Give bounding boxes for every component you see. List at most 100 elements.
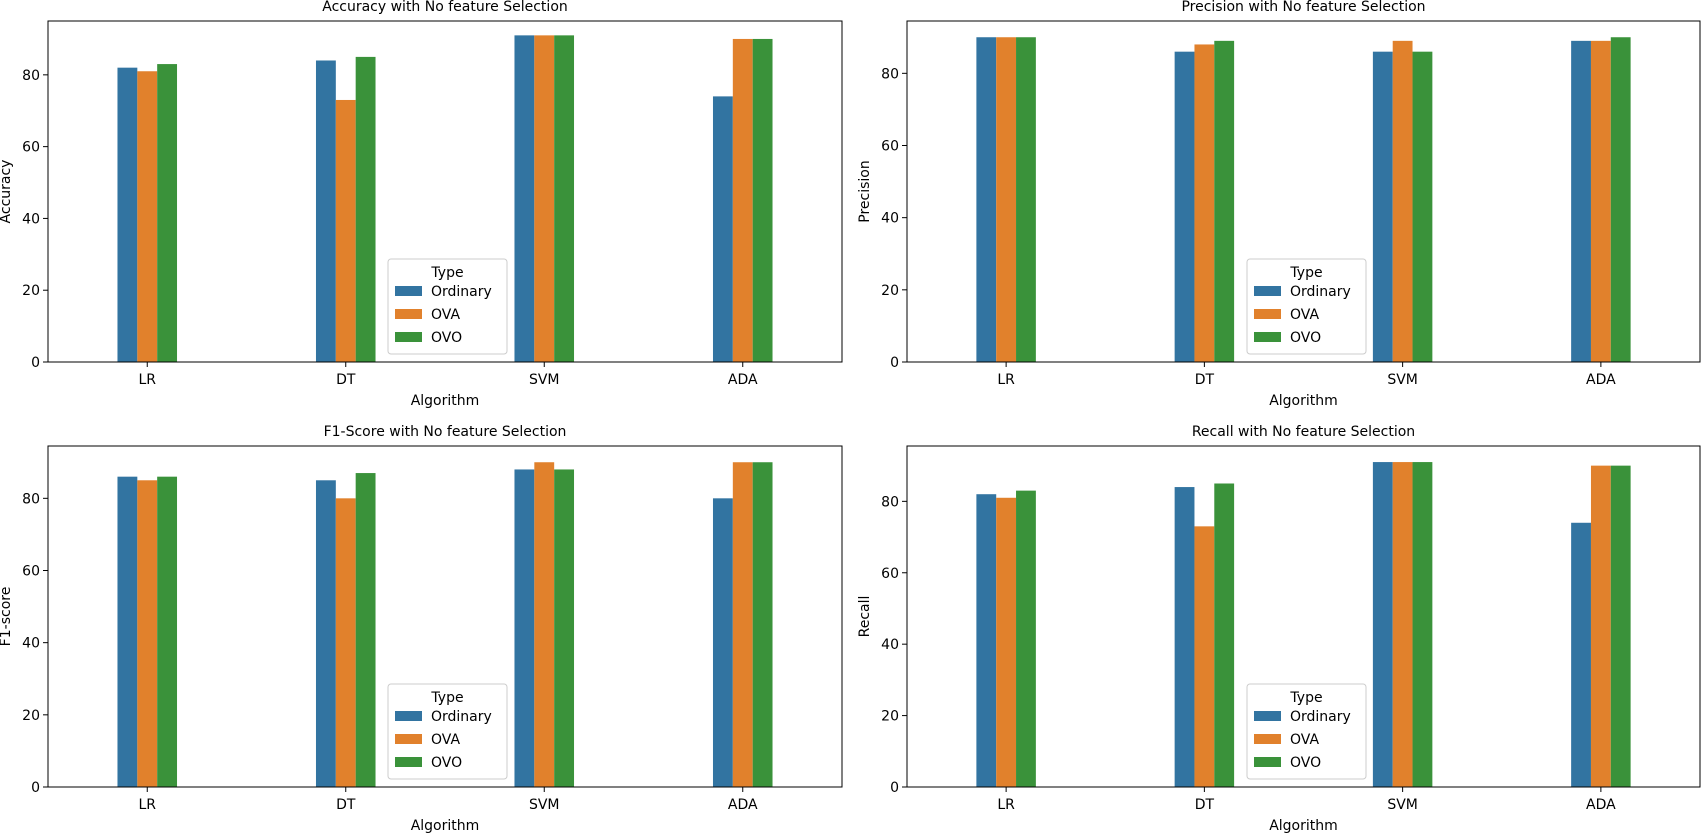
bar [157, 476, 178, 787]
y-tick-label: 60 [881, 566, 899, 582]
legend-swatch [1254, 309, 1281, 319]
bar [976, 37, 997, 362]
plot-frame [906, 445, 1701, 788]
x-tick-label: LR [138, 797, 156, 813]
bar [1392, 462, 1413, 787]
bar [514, 35, 535, 362]
y-tick-label: 20 [881, 709, 899, 725]
bar [1610, 37, 1631, 362]
x-tick-label: ADA [1586, 797, 1616, 813]
y-tick-label: 0 [31, 355, 40, 371]
legend-swatch [1254, 332, 1281, 342]
bar [712, 498, 733, 787]
chart-panel-4: 0 20 40 60 80 LR DT SVM ADA Recall with No featur… [857, 424, 1701, 834]
bar [554, 469, 575, 787]
legend-entry: OVA [1290, 732, 1319, 748]
bar [752, 462, 773, 787]
bar [1392, 40, 1413, 363]
plot-frame [47, 445, 843, 788]
bar [1590, 465, 1611, 787]
legend-title: Type [1289, 690, 1322, 706]
bar [335, 99, 356, 363]
bar [1214, 483, 1235, 787]
legend-title: Type [430, 690, 463, 706]
y-axis-label: Recall [857, 596, 873, 638]
bar [514, 469, 535, 787]
legend-entry: Ordinary [1290, 284, 1351, 300]
bar [355, 473, 376, 787]
legend-entry: OVA [1290, 307, 1319, 323]
bar [355, 56, 376, 362]
y-tick-label: 60 [22, 140, 40, 156]
bar [1571, 522, 1591, 787]
x-tick-label: DT [1195, 372, 1215, 388]
y-axis-label: F1-score [0, 587, 14, 647]
bar [117, 476, 138, 787]
bar [732, 462, 753, 787]
bar [137, 480, 158, 787]
legend-swatch [395, 757, 422, 767]
bar [1194, 526, 1215, 787]
x-tick-label: ADA [1586, 372, 1616, 388]
y-tick-label: 40 [881, 211, 899, 227]
x-tick-label: ADA [728, 797, 758, 813]
legend-swatch [395, 286, 422, 296]
plot-frame [47, 20, 843, 363]
legend: Type Ordinary OVA OVO [387, 258, 508, 355]
legend-entry: OVA [431, 307, 460, 323]
legend-entry: Ordinary [1290, 709, 1351, 725]
x-axis-label: Algorithm [411, 818, 480, 833]
y-tick-label: 60 [881, 138, 899, 154]
bar [976, 494, 997, 787]
bar [1412, 462, 1433, 787]
x-tick-label: SVM [1387, 372, 1418, 388]
bar [554, 35, 575, 362]
bar [534, 462, 555, 787]
y-tick-label: 80 [881, 494, 899, 510]
y-tick-label: 40 [22, 636, 40, 652]
legend: Type Ordinary OVA OVO [1246, 258, 1367, 355]
x-tick-label: DT [336, 797, 356, 813]
chart-title: Accuracy with No feature Selection [322, 0, 568, 15]
x-tick-label: DT [336, 372, 356, 388]
chart-title: Recall with No feature Selection [1192, 424, 1415, 440]
bar [1016, 37, 1036, 362]
bar [1214, 40, 1235, 363]
bar [1194, 44, 1215, 363]
x-tick-label: LR [997, 797, 1015, 813]
bar [752, 38, 773, 363]
chart-panel-3: 0 20 40 60 80 LR DT SVM ADA F1-Score with No feat… [0, 424, 843, 834]
legend-box [1246, 683, 1367, 780]
legend-swatch [1254, 757, 1281, 767]
x-tick-label: LR [997, 372, 1015, 388]
legend-swatch [395, 309, 422, 319]
bar [1016, 490, 1036, 787]
y-tick-label: 0 [890, 780, 899, 796]
legend-swatch [1254, 286, 1281, 296]
legend-swatch [395, 734, 422, 744]
x-axis-label: Algorithm [1269, 393, 1338, 409]
y-tick-label: 80 [881, 66, 899, 82]
y-tick-label: 20 [881, 283, 899, 299]
bar [315, 60, 336, 362]
bar [1590, 40, 1611, 363]
legend-entry: OVO [1290, 330, 1321, 346]
x-tick-label: SVM [529, 372, 560, 388]
y-tick-label: 20 [22, 708, 40, 724]
legend-swatch [1254, 711, 1281, 721]
legend-box [387, 258, 508, 355]
legend-entry: OVA [431, 732, 460, 748]
legend-box [1246, 258, 1367, 355]
x-axis-label: Algorithm [411, 393, 480, 409]
y-tick-label: 20 [22, 283, 40, 299]
y-axis-label: Accuracy [0, 160, 14, 224]
legend-swatch [395, 332, 422, 342]
y-axis-label: Precision [857, 160, 873, 222]
bar [1174, 487, 1195, 787]
chart-panel-2: 0 20 40 60 80 LR DT SVM ADA Precision with No fea… [857, 0, 1701, 409]
bar [335, 498, 356, 787]
bar [1412, 51, 1433, 362]
x-axis-label: Algorithm [1269, 818, 1338, 833]
